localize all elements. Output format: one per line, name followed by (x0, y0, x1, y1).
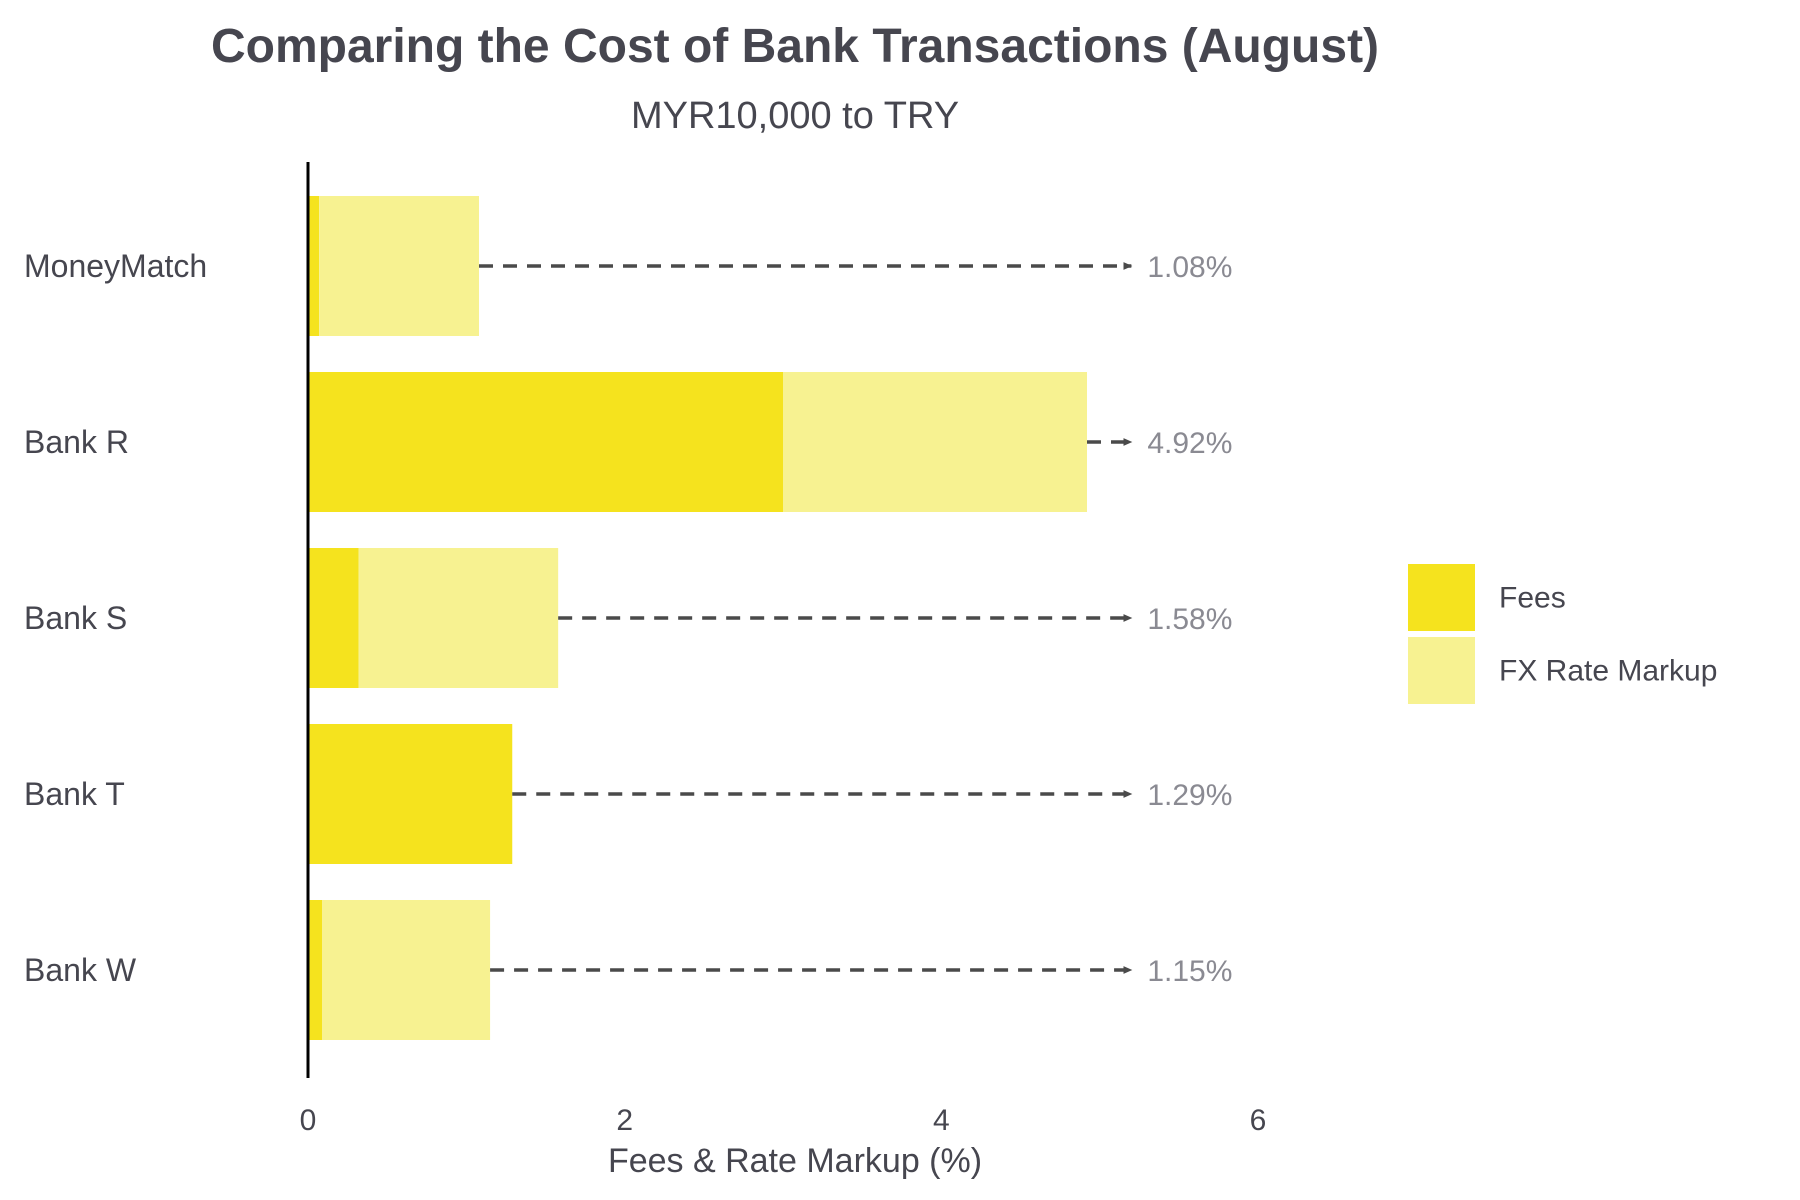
chart-title: Comparing the Cost of Bank Transactions … (211, 20, 1379, 73)
legend-label-fx-rate-markup: FX Rate Markup (1499, 655, 1717, 688)
x-tick-label-2: 2 (616, 1104, 633, 1137)
bar-fx-rate-markup-bank-w (322, 900, 491, 1040)
arrows-layer (479, 262, 1133, 974)
x-tick-label-0: 0 (300, 1104, 317, 1137)
x-tick-label-4: 4 (933, 1104, 950, 1137)
bars-layer (308, 196, 1087, 1040)
total-label-bank-t: 1.29% (1147, 779, 1232, 812)
chart-subtitle: MYR10,000 to TRY (631, 95, 959, 137)
total-label-moneymatch: 1.08% (1147, 251, 1232, 284)
category-label-bank-r: Bank R (24, 424, 129, 460)
bar-fees-moneymatch (308, 196, 320, 336)
bar-fees-bank-w (308, 900, 323, 1040)
total-label-bank-w: 1.15% (1147, 955, 1232, 988)
legend: Fees FX Rate Markup (1408, 564, 1717, 704)
category-label-moneymatch: MoneyMatch (24, 248, 207, 284)
legend-swatch-fees (1408, 564, 1475, 631)
category-label-bank-w: Bank W (24, 952, 137, 988)
bar-fees-bank-t (308, 724, 513, 864)
x-tick-label-6: 6 (1250, 1104, 1267, 1137)
bar-fx-rate-markup-bank-s (358, 548, 559, 688)
bar-fx-rate-markup-moneymatch (319, 196, 479, 336)
category-label-bank-t: Bank T (24, 776, 125, 812)
bar-fees-bank-s (308, 548, 359, 688)
bar-fees-bank-r (308, 372, 783, 512)
bar-fx-rate-markup-bank-r (783, 372, 1087, 512)
total-label-bank-r: 4.92% (1147, 427, 1232, 460)
legend-label-fees: Fees (1499, 582, 1566, 615)
x-axis-title: Fees & Rate Markup (%) (608, 1142, 982, 1180)
legend-swatch-fx-rate-markup (1408, 637, 1475, 704)
total-label-bank-s: 1.58% (1147, 603, 1232, 636)
category-label-bank-s: Bank S (24, 600, 127, 636)
x-ticks-layer: 0 2 4 6 (300, 1104, 1267, 1137)
labels-layer: MoneyMatch 1.08% Bank R 4.92% Bank S 1.58% Ban… (24, 248, 1232, 988)
